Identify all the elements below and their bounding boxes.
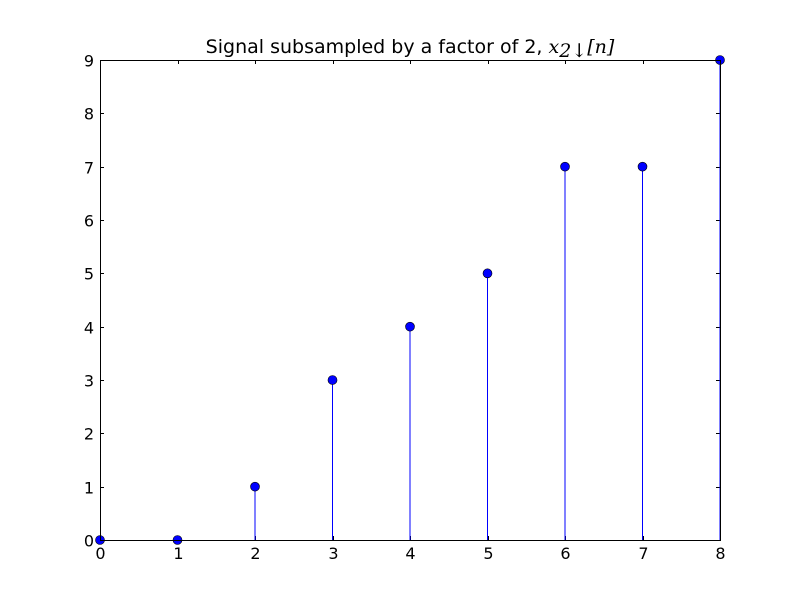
y-tick-label: 8: [84, 105, 94, 124]
chart-title-math-tail: [n]: [587, 36, 615, 58]
y-tick-label: 5: [84, 265, 94, 284]
y-tick-label: 2: [84, 425, 94, 444]
x-tick-label: 1: [173, 544, 183, 563]
stem-lines: [254, 60, 721, 540]
y-tick-label: 4: [84, 319, 94, 338]
chart-title: Signal subsampled by a factor of 2, x2↓[…: [206, 36, 615, 62]
stem-marker: [405, 321, 415, 332]
stem-marker: [250, 481, 260, 492]
x-tick-label: 0: [95, 544, 105, 563]
y-tick-label: 1: [84, 479, 94, 498]
x-tick-label: 6: [560, 544, 570, 563]
y-tick-label: 6: [84, 212, 94, 231]
y-tick-label: 9: [84, 52, 94, 71]
stem-marker: [637, 161, 648, 172]
stem-markers: [95, 55, 725, 545]
x-tick-label: 8: [715, 544, 725, 563]
stem-marker: [560, 161, 570, 172]
x-tick-label: 3: [328, 544, 338, 563]
chart-title-text: Signal subsampled by a factor of 2,: [206, 36, 549, 58]
stem-marker: [482, 268, 493, 279]
x-tick-label: 2: [250, 544, 260, 563]
chart-title-math: x: [549, 36, 560, 58]
y-tick-label: 0: [84, 532, 94, 551]
x-tick-label: 4: [405, 544, 415, 563]
x-tick-label: 5: [483, 544, 493, 563]
axis-tick-labels: 0 1 2 3 4 5 6 7 8 0 1 2 3 4 5 6 7 8 9: [84, 52, 726, 564]
y-tick-label: 3: [84, 372, 94, 391]
axes-frame: [100, 60, 721, 541]
stem-marker: [327, 375, 338, 385]
chart-title-math-sub: 2↓: [558, 40, 587, 62]
y-tick-label: 7: [84, 159, 94, 178]
x-tick-label: 7: [638, 544, 648, 563]
